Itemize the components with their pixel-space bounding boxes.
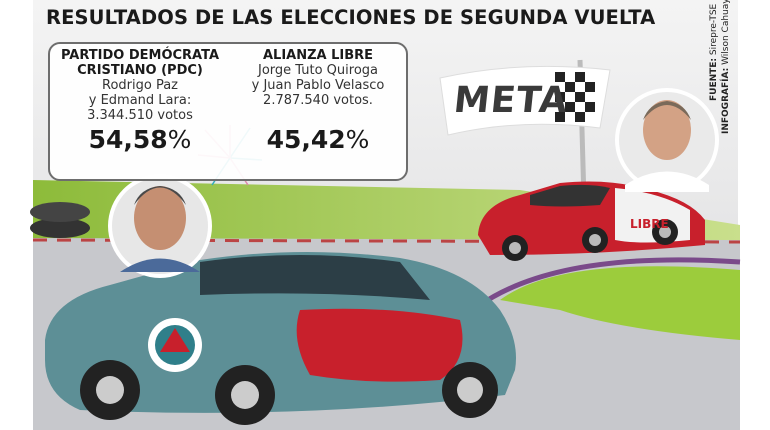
party-name: ALIANZA LIBRE xyxy=(262,48,374,63)
party-name: PARTIDO DEMÓCRATA xyxy=(60,48,220,63)
source-value: Sirepre-TSE xyxy=(709,3,719,56)
infographic-label: INFOGRAFÍA: xyxy=(721,67,731,134)
inner-grass xyxy=(500,266,740,340)
percent-symbol: % xyxy=(167,125,192,154)
percent-value: 45,42 xyxy=(266,125,346,154)
candidates: y Edmand Lara: xyxy=(88,93,192,108)
votes: 2.787.540 votos. xyxy=(263,93,373,108)
avatar-rodrigo-paz xyxy=(108,174,212,278)
percentage: 45,42% xyxy=(238,125,398,155)
results-box: PARTIDO DEMÓCRATA CRISTIANO (PDC) Rodrig… xyxy=(48,42,408,181)
candidates: Jorge Tuto Quiroga xyxy=(258,63,378,78)
candidates: y Juan Pablo Velasco xyxy=(251,78,385,93)
percentage: 54,58% xyxy=(56,125,224,155)
red-car-alianza-libre: LIBRE xyxy=(478,181,705,261)
page-title: RESULTADOS DE LAS ELECCIONES DE SEGUNDA … xyxy=(46,6,656,29)
votes: 3.344.510 votos xyxy=(87,108,193,123)
avatar-jorge-tuto-quiroga xyxy=(615,88,719,192)
libre-logo: LIBRE xyxy=(630,217,669,231)
result-alianza-libre: ALIANZA LIBRE Jorge Tuto Quiroga y Juan … xyxy=(238,48,398,155)
candidates: Rodrigo Paz xyxy=(102,78,178,93)
credits: FUENTE: Sirepre-TSE INFOGRAFÍA: Wilson C… xyxy=(707,0,737,136)
checkered-icon xyxy=(555,72,595,122)
percent-symbol: % xyxy=(345,125,370,154)
source-credit: FUENTE: Sirepre-TSE xyxy=(709,4,719,101)
infographic-credit: INFOGRAFÍA: Wilson Cahuaya xyxy=(721,0,731,134)
infographic-value: Wilson Cahuaya xyxy=(721,0,731,65)
party-name: CRISTIANO (PDC) xyxy=(77,63,203,78)
track-curb xyxy=(478,257,741,308)
finish-flag-label: META xyxy=(451,80,571,121)
source-label: FUENTE: xyxy=(709,57,719,101)
result-pdc: PARTIDO DEMÓCRATA CRISTIANO (PDC) Rodrig… xyxy=(56,48,224,155)
teal-car-pdc xyxy=(45,251,516,425)
tire-stack xyxy=(30,202,90,238)
percent-value: 54,58 xyxy=(88,125,168,154)
pdc-logo-icon xyxy=(160,328,190,352)
